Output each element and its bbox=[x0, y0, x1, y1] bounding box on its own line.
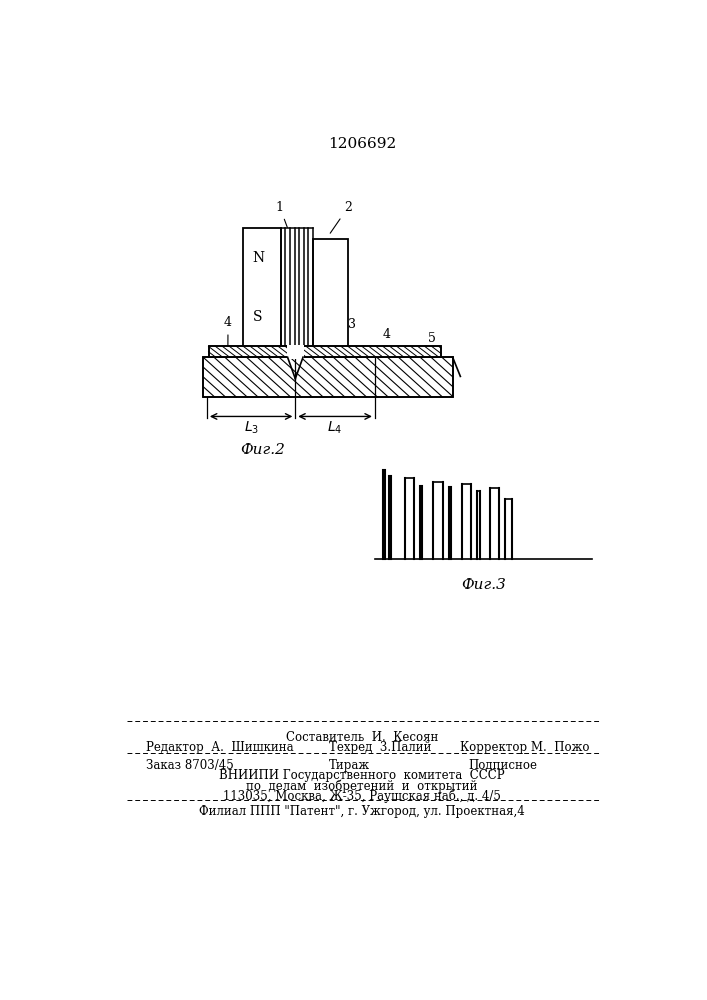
Text: Фиг.3: Фиг.3 bbox=[461, 578, 506, 592]
Text: 6: 6 bbox=[301, 378, 310, 391]
Text: $L_4$: $L_4$ bbox=[327, 420, 343, 436]
Text: B: B bbox=[338, 314, 346, 324]
Bar bbox=[203, 357, 452, 397]
Bar bbox=[287, 345, 304, 359]
Text: 4: 4 bbox=[224, 316, 232, 347]
Text: N: N bbox=[252, 251, 265, 265]
Text: S: S bbox=[252, 310, 262, 324]
Bar bbox=[209, 346, 441, 357]
Text: $L_3$: $L_3$ bbox=[244, 420, 259, 436]
Text: 1206692: 1206692 bbox=[328, 137, 396, 151]
Text: Техред  3.Палий: Техред 3.Палий bbox=[329, 741, 431, 754]
Text: 113035, Москва, Ж-35, Раушская наб., д. 4/5: 113035, Москва, Ж-35, Раушская наб., д. … bbox=[223, 789, 501, 803]
Text: 4: 4 bbox=[383, 328, 391, 341]
Text: Филиал ППП "Патент", г. Ужгород, ул. Проектная,4: Филиал ППП "Патент", г. Ужгород, ул. Про… bbox=[199, 805, 525, 818]
Text: 5: 5 bbox=[428, 332, 436, 345]
Text: Тираж: Тираж bbox=[329, 759, 370, 772]
Text: Корректор М.  Пожо: Корректор М. Пожо bbox=[460, 741, 590, 754]
Text: Заказ 8703/45: Заказ 8703/45 bbox=[146, 759, 234, 772]
Bar bbox=[209, 346, 441, 357]
Text: Подписное: Подписное bbox=[468, 759, 537, 772]
Text: ВНИИПИ Государственного  комитета  СССР: ВНИИПИ Государственного комитета СССР bbox=[219, 769, 505, 782]
Bar bbox=[243, 228, 281, 347]
Text: 3: 3 bbox=[348, 318, 356, 331]
Text: 2: 2 bbox=[330, 201, 352, 233]
Text: по  делам  изобретений  и  открытий: по делам изобретений и открытий bbox=[246, 779, 478, 793]
Text: Фиг.2: Фиг.2 bbox=[240, 443, 285, 457]
Bar bbox=[313, 239, 348, 347]
Text: Составитель  И.  Кесоян: Составитель И. Кесоян bbox=[286, 731, 438, 744]
Text: Редактор  А.  Шишкина: Редактор А. Шишкина bbox=[146, 741, 294, 754]
Text: 1: 1 bbox=[276, 201, 287, 228]
Bar bbox=[203, 357, 452, 397]
